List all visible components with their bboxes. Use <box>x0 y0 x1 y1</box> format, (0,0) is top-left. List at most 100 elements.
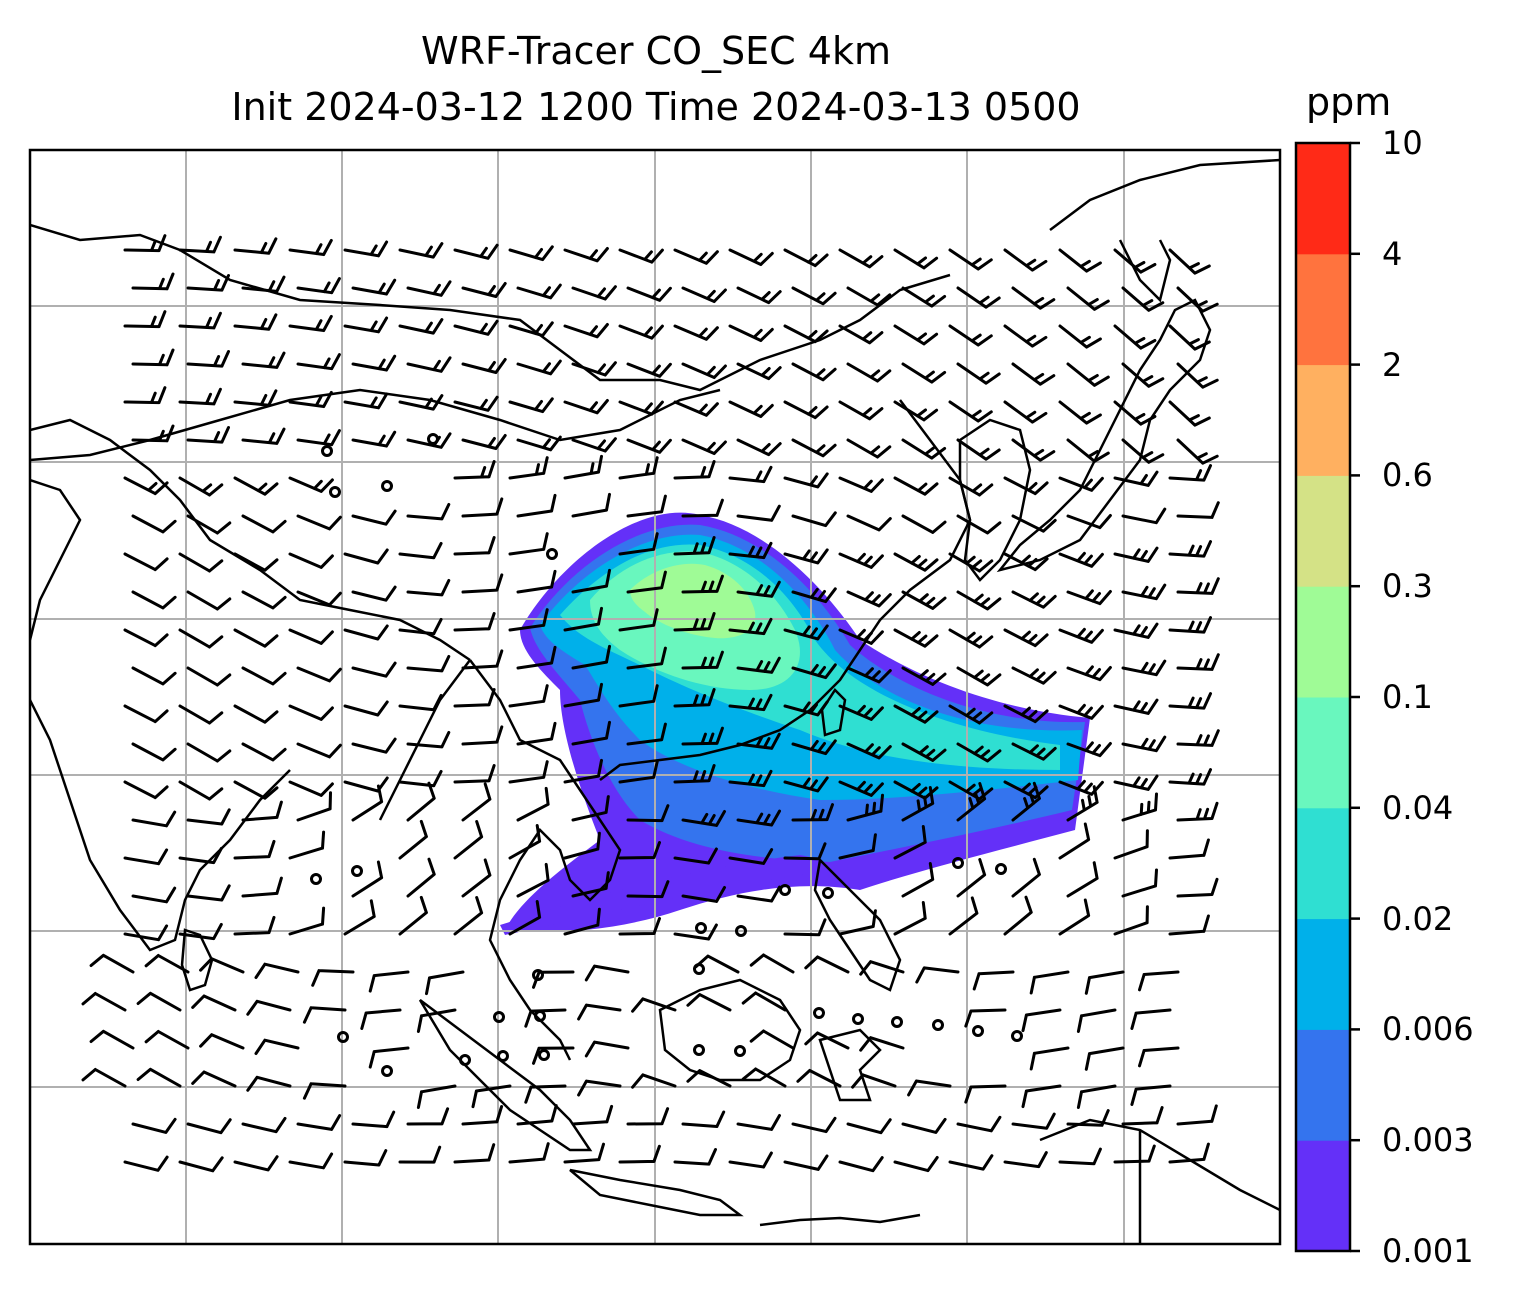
wind-barb <box>901 742 947 762</box>
wind-barb <box>728 541 773 560</box>
wind-barb <box>406 280 452 297</box>
wind-barb <box>516 862 550 898</box>
wind-barb <box>1066 861 1099 898</box>
wind-barb <box>728 400 774 418</box>
wind-barb <box>948 896 979 936</box>
wind-barb <box>626 494 667 518</box>
wind-barb <box>893 1156 939 1173</box>
wind-barb <box>398 541 443 560</box>
wind-barb <box>1021 1084 1062 1109</box>
wind-barb <box>728 1151 773 1169</box>
wind-barb <box>851 1073 897 1089</box>
wind-barb <box>1066 741 1112 758</box>
wind-barb <box>893 324 939 346</box>
wind-barb <box>123 386 167 405</box>
wind-barb <box>571 568 611 594</box>
wind-barb <box>186 742 232 763</box>
wind-barb <box>1011 1112 1056 1130</box>
wind-barb <box>186 1118 232 1135</box>
wind-barb <box>838 552 884 569</box>
wind-barb <box>791 362 837 382</box>
wind-barb <box>453 1143 496 1164</box>
wind-barb <box>1113 905 1149 936</box>
wind-barb <box>673 923 718 941</box>
wind-barb <box>296 277 341 295</box>
wind-barb <box>288 314 333 332</box>
wind-barb <box>956 590 1002 611</box>
wind-barb <box>893 248 939 270</box>
wind-barb <box>398 242 444 259</box>
colorbar-tick-label: 0.6 <box>1382 456 1433 495</box>
wind-barb <box>783 776 829 793</box>
wind-barb <box>191 994 237 1012</box>
wind-barb <box>131 810 177 828</box>
wind-barb <box>673 460 716 480</box>
wind-barb <box>144 954 190 974</box>
wind-barb <box>406 731 451 749</box>
wind-barb <box>296 514 342 531</box>
wind-barb <box>681 726 724 746</box>
wind-barb <box>241 666 287 686</box>
wind-barb <box>351 278 397 296</box>
colorbar-band <box>1296 364 1350 476</box>
wind-barb <box>838 628 884 645</box>
wind-barb <box>901 862 935 898</box>
wind-barb <box>838 780 884 797</box>
wind-barb <box>626 722 667 746</box>
wind-barb <box>804 955 850 974</box>
wind-barb <box>368 970 410 993</box>
wind-barb <box>461 573 504 594</box>
wind-barb <box>246 1075 292 1092</box>
calm-wind-marker <box>497 1050 509 1062</box>
wind-barb <box>178 923 223 941</box>
wind-barb <box>351 661 397 678</box>
wind-barb <box>1113 248 1157 274</box>
calm-wind-marker <box>546 548 558 560</box>
wind-barb <box>81 1068 127 1088</box>
wind-barb <box>351 1110 396 1129</box>
wind-barb <box>1168 540 1212 558</box>
wind-barb <box>131 272 175 291</box>
wind-barb <box>406 655 451 673</box>
wind-barb <box>416 1084 457 1109</box>
colorbar-band <box>1296 807 1350 920</box>
colorbar-tick-label: 0.006 <box>1382 1010 1474 1049</box>
wind-barb <box>199 1033 245 1050</box>
wind-barb <box>838 1156 884 1173</box>
wind-barb <box>618 841 661 860</box>
wind-barb <box>508 760 549 784</box>
himalaya-border <box>30 418 471 662</box>
colorbar-unit: ppm <box>1306 80 1392 124</box>
wind-barb <box>796 1069 842 1088</box>
philippines <box>813 857 902 992</box>
wind-barb <box>736 809 781 827</box>
wind-barb <box>783 400 829 420</box>
colorbar-band <box>1296 143 1350 255</box>
wind-barb <box>563 758 603 784</box>
wind-barb <box>673 764 716 784</box>
wind-barb <box>398 318 444 335</box>
wind-barb <box>241 742 287 762</box>
wind-barb <box>1011 286 1056 310</box>
wind-barb <box>1011 781 1041 822</box>
wind-barb <box>686 1069 732 1088</box>
wind-barb <box>516 359 562 376</box>
wind-barb <box>681 286 727 303</box>
wind-barb <box>351 354 397 372</box>
wind-barb <box>123 780 169 800</box>
wind-barb <box>1113 622 1159 639</box>
wind-barb <box>296 429 341 447</box>
wind-barb <box>783 472 829 489</box>
wind-barb <box>296 353 341 371</box>
colorbar-tick-label: 0.003 <box>1382 1121 1474 1160</box>
wind-barb <box>846 666 892 684</box>
wind-barb <box>681 886 726 903</box>
wind-barb <box>351 860 384 898</box>
indochina <box>378 659 622 1061</box>
calm-wind-marker <box>337 1031 349 1043</box>
map-title: WRF-Tracer CO_SEC 4km <box>421 29 891 73</box>
wind-barb <box>1003 895 1033 936</box>
wind-barb <box>1176 653 1220 671</box>
wind-barb <box>571 720 611 746</box>
wind-barb <box>571 644 611 670</box>
